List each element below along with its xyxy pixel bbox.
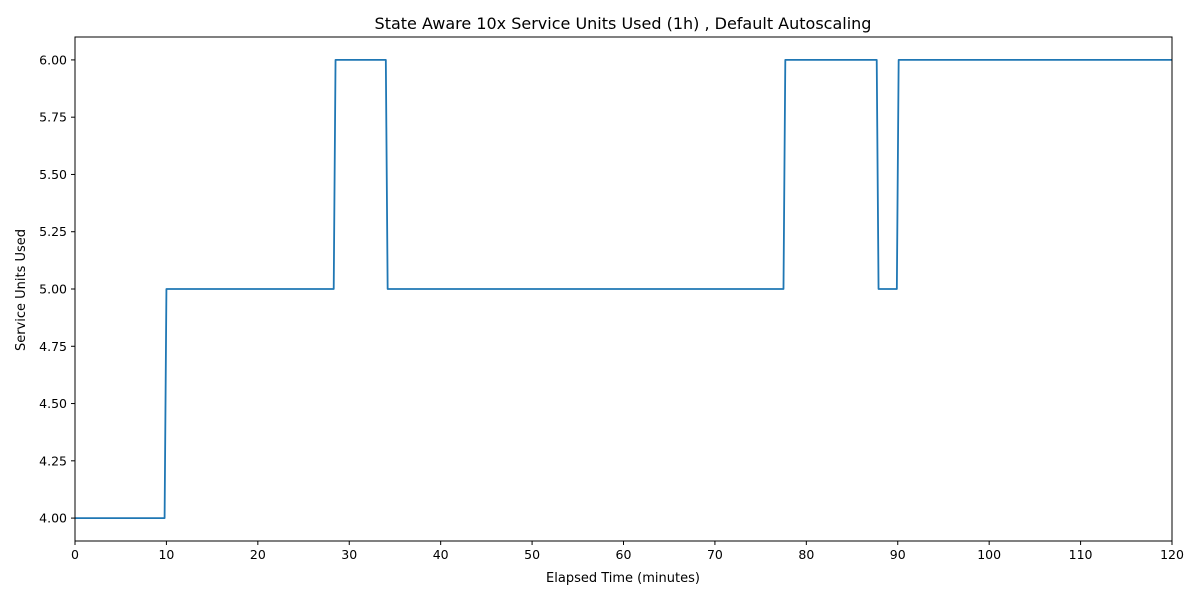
x-tick-label: 20 bbox=[250, 547, 266, 562]
y-axis-ticks: 4.00 4.25 4.50 4.75 5.00 5.25 5.50 5.75 6.00 bbox=[39, 52, 75, 526]
y-tick-label: 6.00 bbox=[39, 52, 67, 67]
y-tick-label: 4.50 bbox=[39, 396, 67, 411]
series-line bbox=[75, 59, 1172, 519]
x-axis-ticks: 0 10 20 30 40 50 60 70 80 90 100 110 120 bbox=[71, 541, 1184, 562]
y-axis-label: Service Units Used bbox=[14, 229, 29, 351]
x-axis-label: Elapsed Time (minutes) bbox=[546, 571, 700, 586]
x-tick-label: 50 bbox=[524, 547, 540, 562]
y-tick-label: 4.25 bbox=[39, 453, 67, 468]
y-tick-label: 4.75 bbox=[39, 339, 67, 354]
x-tick-label: 30 bbox=[341, 547, 357, 562]
y-tick-label: 5.25 bbox=[39, 224, 67, 239]
chart-title: State Aware 10x Service Units Used (1h) … bbox=[375, 14, 872, 33]
x-tick-label: 110 bbox=[1069, 547, 1093, 562]
plot-area bbox=[75, 59, 1172, 519]
x-tick-label: 40 bbox=[433, 547, 449, 562]
y-tick-label: 5.75 bbox=[39, 110, 67, 125]
y-tick-label: 4.00 bbox=[39, 511, 67, 526]
axes-frame bbox=[74, 36, 1173, 542]
x-tick-label: 10 bbox=[158, 547, 174, 562]
y-tick-label: 5.50 bbox=[39, 167, 67, 182]
x-tick-label: 80 bbox=[798, 547, 814, 562]
x-tick-label: 100 bbox=[977, 547, 1001, 562]
x-tick-label: 120 bbox=[1160, 547, 1184, 562]
x-tick-label: 60 bbox=[616, 547, 632, 562]
x-tick-label: 70 bbox=[707, 547, 723, 562]
x-tick-label: 90 bbox=[890, 547, 906, 562]
y-tick-label: 5.00 bbox=[39, 282, 67, 297]
x-tick-label: 0 bbox=[71, 547, 79, 562]
